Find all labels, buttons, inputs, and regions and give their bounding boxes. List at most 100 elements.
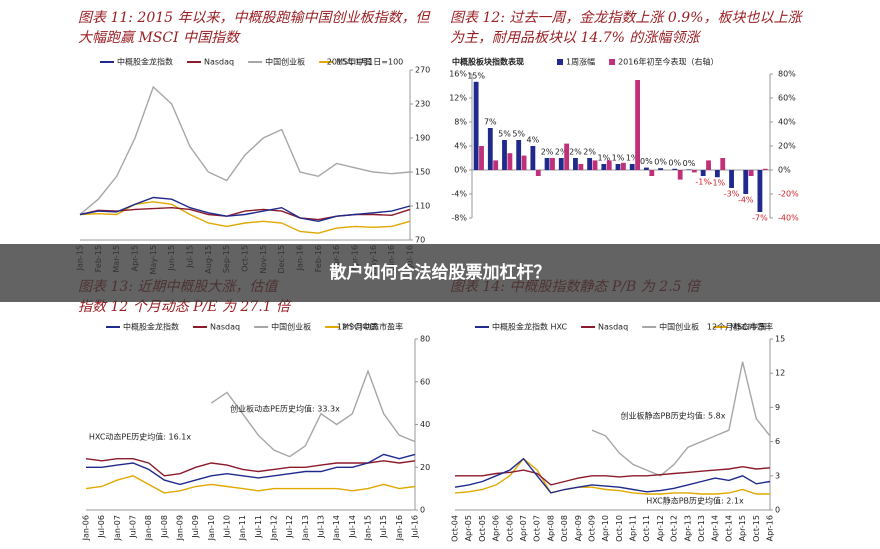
bar [706,160,711,170]
y-tick-label: 6 [775,437,780,446]
x-tick-label: Apr-12 [656,515,665,541]
legend-swatch [557,59,563,65]
y-tick-label: 12 [775,369,785,378]
y-tick-label: 80 [420,335,430,344]
x-tick-label: Oct-08 [560,515,569,542]
y-tick-label: 8% [454,118,467,127]
x-tick-label: Apr-07 [519,515,528,541]
y-tick-label: 20 [420,463,430,472]
legend-label: 中国创业板 [265,57,305,67]
x-tick-label: Oct-14 [724,515,733,542]
series-line [79,85,411,216]
x-tick-label: Jul-16 [411,515,420,539]
y-tick-label: 16% [449,70,467,79]
y-tick-label: -4% [451,190,467,199]
y-tick-label: 150 [415,168,430,177]
x-tick-label: Oct-04 [451,515,460,542]
x-tick-label: Jul-09 [191,515,200,539]
y-tick-label: 3 [775,471,780,480]
legend-label: 中概股金龙指数 [123,322,179,332]
series-line [455,465,771,486]
bar [550,158,555,170]
x-tick-label: Apr-09 [574,515,583,541]
banner-text: 散户如何合法给股票加杠杆？ [330,262,551,283]
legend-label: Nasdaq [204,58,234,67]
annotation: 2015年1月1日=100 [327,57,404,67]
bar [714,170,720,178]
bar [578,164,584,170]
bar [691,170,697,173]
annotation: 12个月静态市净率 [707,322,773,332]
legend-label: Nasdaq [210,323,240,332]
value-label: -4% [738,196,754,205]
value-label: 0% [654,158,667,167]
y-tick-label: 270 [415,66,430,75]
chart-title: 图表 11: 2015 年以来，中概股跑输中国创业板指数，但 [78,10,432,26]
value-label: 2% [555,148,568,157]
value-label: -3% [724,190,740,199]
x-tick-label: Jan-14 [332,515,341,541]
x-tick-label: Oct-13 [697,515,706,542]
bar [686,169,692,170]
x-tick-label: Jul-06 [97,515,106,539]
x-tick-label: Jul-12 [285,515,294,539]
y2-tick-label: 60% [778,94,796,103]
bar [729,170,734,188]
y2-tick-label: 40% [778,118,796,127]
legend-label: 中国创业板 [271,322,311,332]
value-label: 0% [640,157,653,166]
bar [521,155,527,170]
x-tick-label: Jul-13 [317,515,326,539]
y-tick-label: 15 [775,335,785,344]
y2-tick-label: 0% [778,166,791,175]
x-tick-label: Jan-10 [207,515,216,541]
annotation: HXC静态PB历史均值: 2.1x [646,496,744,506]
bar [635,80,641,170]
legend-label: Nasdaq [598,323,628,332]
value-label: -1% [710,179,726,188]
x-tick-label: Apr-16 [766,515,775,541]
x-tick-label: Jan-12 [270,515,279,541]
y-tick-label: 12% [449,94,467,103]
bar [677,170,683,180]
bar [606,160,612,170]
y-tick-label: 230 [415,100,430,109]
y-tick-label: 40 [420,420,430,429]
legend-label: MSCI中国 [336,57,372,67]
annotation: 创业板动态PE历史均值: 33.3x [230,404,340,414]
bar [544,158,550,170]
x-tick-label: Oct-09 [587,515,596,542]
series-line [85,458,416,477]
y-tick-label: 190 [415,134,430,143]
x-tick-label: Apr-13 [683,515,692,541]
y2-tick-label: -40% [778,214,799,223]
bar [558,158,564,170]
x-tick-label: Oct-12 [670,515,679,542]
bar [621,162,626,170]
x-tick-label: Jul-14 [348,515,357,539]
y2-tick-label: 80% [778,70,796,79]
chart-title: 指数 12 个月动态 P/E 为 27.1 倍 [78,299,292,315]
value-label: -7% [752,214,768,223]
annotation: HXC动态PE历史均值: 16.1x [89,432,191,442]
x-tick-label: Apr-14 [711,515,720,541]
value-label: 1% [612,154,625,163]
x-tick-label: Oct-15 [752,515,761,542]
bar [493,160,499,170]
x-tick-label: Oct-10 [615,515,624,542]
chart-title: 图表 12: 过去一周，金龙指数上涨 0.9%，板块也以上涨 [450,10,803,26]
value-label: 5% [498,130,511,139]
bar [507,153,513,170]
x-tick-label: Apr-11 [629,515,638,541]
y-tick-label: 0 [420,506,425,515]
bar [473,81,479,170]
y-tick-label: 9 [775,403,780,412]
bar [757,170,763,212]
bar [601,164,607,170]
bar [748,170,754,176]
banner [0,244,880,302]
value-label: -1% [695,178,711,187]
series-line [86,453,416,486]
x-tick-label: Jan-09 [176,515,185,541]
